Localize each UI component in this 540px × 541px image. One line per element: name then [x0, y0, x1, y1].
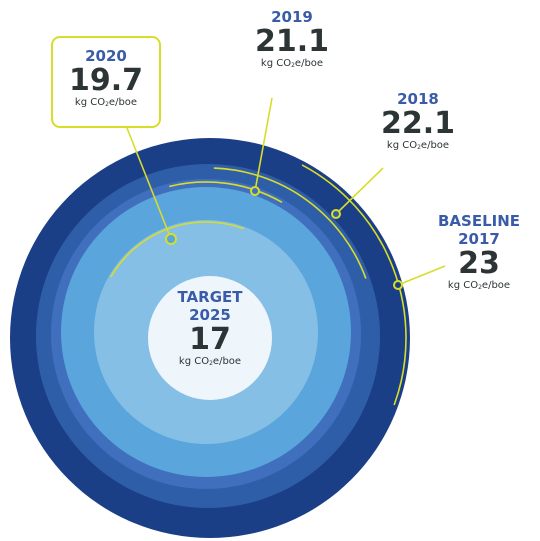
callout-dot — [331, 209, 341, 219]
category-label: BASELINE — [437, 212, 521, 230]
arc-2018 — [213, 167, 367, 279]
category-label: 2019 — [271, 8, 313, 26]
category-label: 2018 — [397, 90, 439, 108]
value-label: 23 — [458, 246, 500, 281]
callout-box-2020 — [51, 36, 161, 128]
leader-line — [335, 167, 384, 215]
value-label: 17 — [189, 322, 231, 357]
leader-line — [126, 127, 172, 240]
unit-label: kg CO2e/boe — [260, 58, 324, 69]
leader-line — [397, 265, 446, 286]
value-label: 19.7 — [68, 63, 144, 98]
callout-dot — [250, 186, 260, 196]
unit-label: kg CO2e/boe — [74, 97, 138, 108]
label-baseline-2017: BASELINE 2017 23 kg CO2e/boe — [420, 212, 538, 294]
arc-2019 — [169, 181, 283, 204]
arc-baseline-2017 — [301, 164, 407, 406]
callout-dot — [165, 233, 177, 245]
arc-2020 — [110, 221, 244, 278]
unit-label: kg CO2e/boe — [178, 356, 242, 367]
category-label: 2025 — [189, 306, 231, 324]
category-label: 2020 — [85, 47, 127, 65]
callout-dot — [393, 280, 403, 290]
leader-line — [254, 97, 273, 192]
label-2020: 2020 19.7 kg CO2e/boe — [51, 47, 161, 111]
unit-label: kg CO2e/boe — [386, 140, 450, 151]
label-target-2025: TARGET 2025 17 kg CO2e/boe — [140, 288, 280, 370]
value-label: 22.1 — [380, 106, 456, 141]
unit-label: kg CO2e/boe — [447, 280, 511, 291]
label-2019: 2019 21.1 kg CO2e/boe — [240, 8, 344, 72]
ring-target-2025 — [148, 276, 272, 400]
category-label: TARGET — [177, 288, 243, 306]
value-label: 21.1 — [254, 24, 330, 59]
category-label: 2017 — [458, 230, 500, 248]
label-2018: 2018 22.1 kg CO2e/boe — [366, 90, 470, 154]
